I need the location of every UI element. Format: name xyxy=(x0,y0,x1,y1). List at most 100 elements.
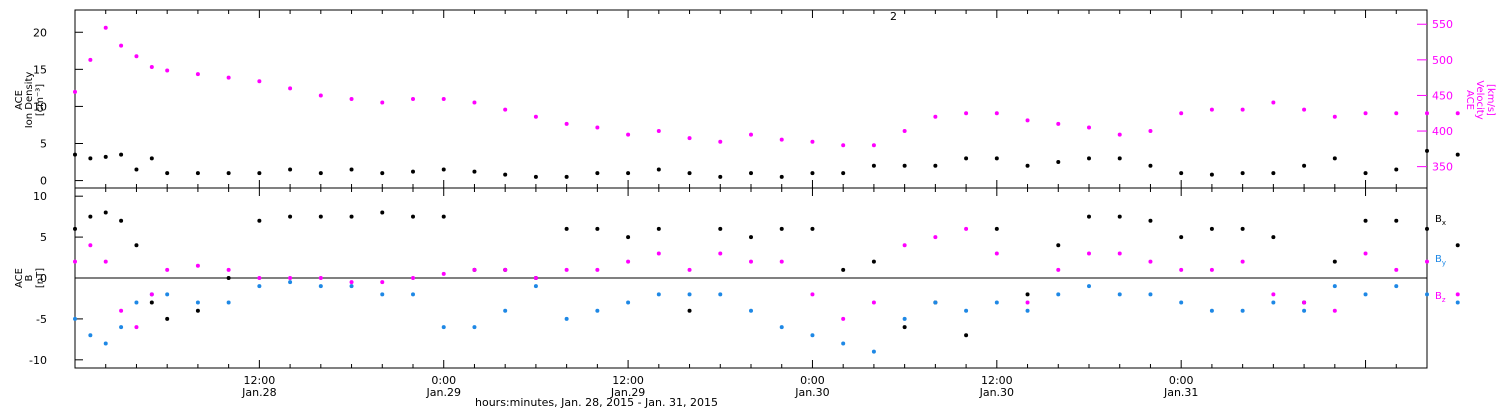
b-bx-point xyxy=(1210,227,1214,231)
top-series-1-point xyxy=(1364,111,1368,115)
top-series-1-point xyxy=(780,138,784,142)
top-series-0-point xyxy=(165,171,169,175)
top-series-1-point xyxy=(626,133,630,137)
top-series-0-point xyxy=(688,171,692,175)
top-series-1-point xyxy=(657,129,661,133)
top-series-0-point xyxy=(1364,171,1368,175)
b-bx-point xyxy=(380,211,384,215)
b-bx-point xyxy=(1364,219,1368,223)
top-series-0-point xyxy=(1148,164,1152,168)
b-bz-point xyxy=(964,227,968,231)
b-bz-point xyxy=(288,276,292,280)
b-bz-point xyxy=(595,268,599,272)
b-bz-point xyxy=(88,243,92,247)
top-left-tick-label: 15 xyxy=(33,63,47,76)
top-series-1-point xyxy=(1271,101,1275,105)
bottom-left-tick-label: 5 xyxy=(40,231,47,244)
b-by-point xyxy=(442,325,446,329)
b-by-point xyxy=(350,284,354,288)
top-series-1-point xyxy=(288,86,292,90)
b-bx-point xyxy=(1118,215,1122,219)
b-legend: Bx By Bz xyxy=(1435,214,1446,304)
b-bx-point xyxy=(73,227,77,231)
top-series-0-point xyxy=(472,170,476,174)
b-bx-point xyxy=(1179,235,1183,239)
b-bx-point xyxy=(595,227,599,231)
top-right-axis: 350 400 450 500 550 xyxy=(1417,18,1453,173)
b-by-point xyxy=(119,325,123,329)
b-bz-point xyxy=(227,268,231,272)
b-by-point xyxy=(380,292,384,296)
top-series-0-point xyxy=(933,164,937,168)
b-bz-point xyxy=(150,292,154,296)
b-bz-point xyxy=(380,280,384,284)
b-by-point xyxy=(688,292,692,296)
top-series-0-point xyxy=(657,167,661,171)
top-series-0-point xyxy=(1271,171,1275,175)
b-by-point xyxy=(1241,309,1245,313)
top-series-1-point xyxy=(565,122,569,126)
b-bx-point xyxy=(1425,227,1429,231)
b-bz-point xyxy=(1118,251,1122,255)
b-bz-point xyxy=(780,260,784,264)
top-series-0-point xyxy=(1456,153,1460,157)
b-bz-point xyxy=(1271,292,1275,296)
top-series-0-point xyxy=(626,171,630,175)
b-bz-point xyxy=(1456,292,1460,296)
top-right-tick-label: 350 xyxy=(1432,161,1453,174)
b-bx-point xyxy=(196,309,200,313)
b-by-point xyxy=(1056,292,1060,296)
bottom-left-tick-label: 10 xyxy=(33,190,47,203)
top-series-1-point xyxy=(1456,111,1460,115)
b-by-point xyxy=(626,301,630,305)
top-series-1-point xyxy=(995,111,999,115)
b-bx-point xyxy=(227,276,231,280)
b-bz-point xyxy=(119,309,123,313)
b-bz-point xyxy=(503,268,507,272)
top-series-1-point xyxy=(749,133,753,137)
b-bx-point xyxy=(872,260,876,264)
top-series-1-point xyxy=(872,143,876,147)
top-series-0-point xyxy=(749,171,753,175)
x-tick-date-label: Jan.30 xyxy=(794,386,829,399)
b-by-point xyxy=(780,325,784,329)
top-series-1-point xyxy=(903,129,907,133)
top-series-1-point xyxy=(257,79,261,83)
top-right-tick-label: 550 xyxy=(1432,18,1453,31)
b-bz-point xyxy=(73,260,77,264)
top-series-0-point xyxy=(257,171,261,175)
b-by-point xyxy=(1118,292,1122,296)
b-by-point xyxy=(810,333,814,337)
b-bx-point xyxy=(288,215,292,219)
x-tick-date-label: Jan.31 xyxy=(1163,386,1198,399)
top-series-0-point xyxy=(1179,171,1183,175)
b-by-point xyxy=(196,301,200,305)
top-series-0-point xyxy=(872,164,876,168)
b-bx-point xyxy=(442,215,446,219)
top-series-1-point xyxy=(810,140,814,144)
b-bx-point xyxy=(964,333,968,337)
b-bz-point xyxy=(411,276,415,280)
top-series-1-point xyxy=(1056,122,1060,126)
b-by-point xyxy=(964,309,968,313)
b-bz-point xyxy=(257,276,261,280)
top-series-1-point xyxy=(1241,108,1245,112)
top-series-1-point xyxy=(227,76,231,80)
b-by-point xyxy=(933,301,937,305)
legend-bz: Bz xyxy=(1435,291,1446,304)
b-by-point xyxy=(1425,292,1429,296)
b-bx-point xyxy=(257,219,261,223)
x-axis-label: hours:minutes, Jan. 28, 2015 - Jan. 31, … xyxy=(475,396,718,409)
top-series-1-point xyxy=(134,54,138,58)
top-series-1-point xyxy=(1333,115,1337,119)
b-bx-point xyxy=(88,215,92,219)
b-by-point xyxy=(134,301,138,305)
b-by-point xyxy=(472,325,476,329)
b-bz-point xyxy=(1241,260,1245,264)
b-bx-point xyxy=(841,268,845,272)
top-series-0-point xyxy=(1333,156,1337,160)
top-series-1-point xyxy=(1179,111,1183,115)
x-axis-ticks: 12:00Jan.280:00Jan.2912:00Jan.290:00Jan.… xyxy=(106,10,1397,399)
b-bz-point xyxy=(196,264,200,268)
